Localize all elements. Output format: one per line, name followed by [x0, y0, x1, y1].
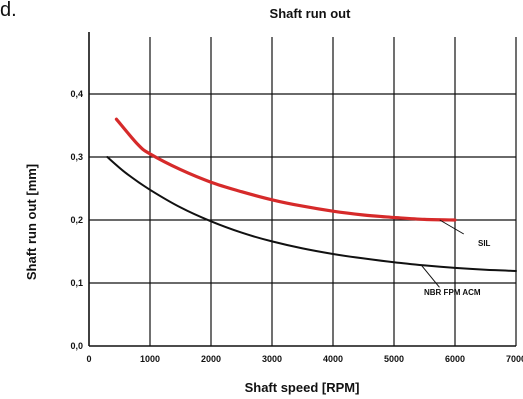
- x-tick-label-6: 6000: [445, 354, 465, 364]
- x-tick-label-1: 1000: [140, 354, 160, 364]
- grid: [89, 37, 517, 346]
- y-tick-labels: 0,0 0,1 0,2 0,3 0,4: [70, 89, 83, 351]
- y-tick-label-0: 0,0: [70, 341, 83, 351]
- y-tick-label-1: 0,1: [70, 278, 83, 288]
- x-tick-label-3: 3000: [262, 354, 282, 364]
- annotation-leader-1: [421, 265, 440, 288]
- series-line-sil: [114, 117, 457, 222]
- series-line-nbr-fpm-acm: [106, 156, 517, 272]
- x-tick-label-2: 2000: [201, 354, 221, 364]
- y-tick-label-4: 0,4: [70, 89, 83, 99]
- y-axis-label: Shaft run out [mm]: [24, 164, 39, 280]
- y-tick-label-3: 0,3: [70, 152, 83, 162]
- x-axis-label: Shaft speed [RPM]: [245, 380, 360, 395]
- series: [106, 117, 517, 272]
- corner-text: d.: [0, 0, 17, 21]
- x-tick-label-0: 0: [86, 354, 91, 364]
- annotation-leader-0: [439, 219, 465, 235]
- x-tick-label-5: 5000: [384, 354, 404, 364]
- chart-title: Shaft run out: [270, 6, 352, 21]
- annotation-label-1: NBR FPM ACM: [424, 288, 481, 297]
- y-tick-label-2: 0,2: [70, 215, 83, 225]
- annotation-label-0: SIL: [478, 239, 491, 248]
- x-tick-label-4: 4000: [323, 354, 343, 364]
- axes: [88, 32, 516, 347]
- annotations: SIL NBR FPM ACM: [421, 219, 491, 297]
